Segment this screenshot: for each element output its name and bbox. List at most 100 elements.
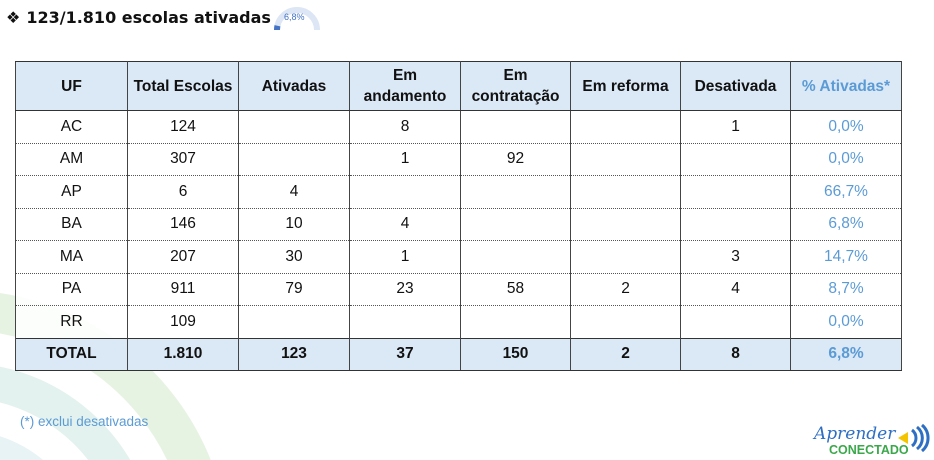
column-header-line: Desativada <box>694 77 777 95</box>
table-cell: 4 <box>349 208 461 241</box>
table-row: PA 911 79 23 58 2 4 8,7% <box>15 273 902 306</box>
logo-line1: Aprender <box>814 424 896 444</box>
table-row: AM 307 1 92 0,0% <box>15 143 902 176</box>
table-cell: 6 <box>127 175 239 209</box>
table-row: AP 6 4 66,7% <box>15 175 902 209</box>
column-header: Total Escolas <box>127 61 239 111</box>
logo-line2: CONECTADO <box>829 443 909 457</box>
background-arc-middle <box>0 366 131 460</box>
table-cell: 1 <box>349 240 461 274</box>
table-cell: 92 <box>460 143 571 176</box>
table-cell: 6,8% <box>790 337 902 371</box>
column-header-line: andamento <box>363 88 447 105</box>
table-cell: 0,0% <box>790 305 902 339</box>
table-cell: TOTAL <box>15 337 128 371</box>
table-cell: 14,7% <box>790 240 902 274</box>
table-cell <box>460 208 571 241</box>
column-header: Em andamento <box>349 61 461 111</box>
column-header: Ativadas <box>238 61 350 111</box>
table-row: RR 109 0,0% <box>15 305 902 339</box>
table-cell: 123 <box>238 337 350 371</box>
page-title: ❖ 123/1.810 escolas ativadas <box>6 8 271 27</box>
column-header-line: % Ativadas* <box>801 77 891 95</box>
table-cell: RR <box>15 305 128 339</box>
gauge-track <box>274 7 320 31</box>
table-cell <box>570 208 681 241</box>
column-header-line: Em reforma <box>582 77 669 95</box>
table-cell: 207 <box>127 240 239 274</box>
table-cell <box>238 110 350 144</box>
table-cell: AP <box>15 175 128 209</box>
table-cell: 1.810 <box>127 337 239 371</box>
table-cell <box>460 240 571 274</box>
table-cell: 0,0% <box>790 110 902 144</box>
total-row: TOTAL 1.810 123 37 150 2 8 6,8% <box>15 337 902 371</box>
table-cell <box>570 110 681 144</box>
column-header: Desativada <box>680 61 791 111</box>
table-cell <box>238 305 350 339</box>
table-cell <box>460 175 571 209</box>
table-row: MA 207 30 1 3 14,7% <box>15 240 902 274</box>
table-cell: 30 <box>238 240 350 274</box>
table-row: BA 146 10 4 6,8% <box>15 208 902 241</box>
table-cell <box>570 143 681 176</box>
table-cell: 2 <box>570 273 681 306</box>
table-cell: 8 <box>680 337 791 371</box>
column-header-line: Total Escolas <box>133 77 233 95</box>
table-cell: 4 <box>680 273 791 306</box>
table-cell: 307 <box>127 143 239 176</box>
column-header-line: Ativadas <box>261 77 327 95</box>
table-cell: PA <box>15 273 128 306</box>
table-cell <box>349 175 461 209</box>
table-row: AC 124 8 1 0,0% <box>15 110 902 144</box>
background-arc-inner <box>0 436 44 460</box>
table-cell <box>460 110 571 144</box>
table-cell: BA <box>15 208 128 241</box>
table-cell: 109 <box>127 305 239 339</box>
table-cell: 146 <box>127 208 239 241</box>
column-header: UF <box>15 61 128 111</box>
schools-table: UF Total Escolas Ativadas Em andamento Em cont… <box>15 61 902 371</box>
column-header: Em contratação <box>460 61 571 111</box>
column-header-line: UF <box>61 77 82 95</box>
table-cell: AC <box>15 110 128 144</box>
title-text: 123/1.810 escolas ativadas <box>26 8 271 27</box>
gauge-value: 6,8% <box>284 12 305 22</box>
table-cell: 4 <box>238 175 350 209</box>
table-cell: 23 <box>349 273 461 306</box>
table-cell: 2 <box>570 337 681 371</box>
table-cell: 6,8% <box>790 208 902 241</box>
column-header-line: Em <box>392 67 418 84</box>
table-header-row: UF Total Escolas Ativadas Em andamento Em cont… <box>15 61 902 111</box>
column-header: Em reforma <box>570 61 681 111</box>
table-cell: 79 <box>238 273 350 306</box>
table-cell <box>238 143 350 176</box>
table-cell: MA <box>15 240 128 274</box>
table-cell <box>570 240 681 274</box>
table-cell: 8,7% <box>790 273 902 306</box>
diamond-bullet-icon: ❖ <box>6 8 21 27</box>
table-cell <box>349 305 461 339</box>
table-cell: 124 <box>127 110 239 144</box>
table-cell: 58 <box>460 273 571 306</box>
table-cell: 0,0% <box>790 143 902 176</box>
column-header: % Ativadas* <box>790 61 902 111</box>
table-cell: 150 <box>460 337 571 371</box>
table-cell: AM <box>15 143 128 176</box>
aprender-conectado-logo: Aprender CONECTADO <box>812 424 932 458</box>
table-cell <box>570 305 681 339</box>
table-cell: 911 <box>127 273 239 306</box>
table-cell <box>570 175 681 209</box>
column-header-line: Em <box>503 67 528 84</box>
table-cell: 3 <box>680 240 791 274</box>
gauge-chart <box>273 7 320 31</box>
column-header-line: contratação <box>471 88 560 105</box>
table-cell <box>680 208 791 241</box>
footnote: (*) exclui desativadas <box>20 414 149 429</box>
table-cell <box>680 143 791 176</box>
table-cell <box>680 305 791 339</box>
table-cell: 66,7% <box>790 175 902 209</box>
table-cell: 10 <box>238 208 350 241</box>
table-cell: 8 <box>349 110 461 144</box>
table-cell <box>460 305 571 339</box>
